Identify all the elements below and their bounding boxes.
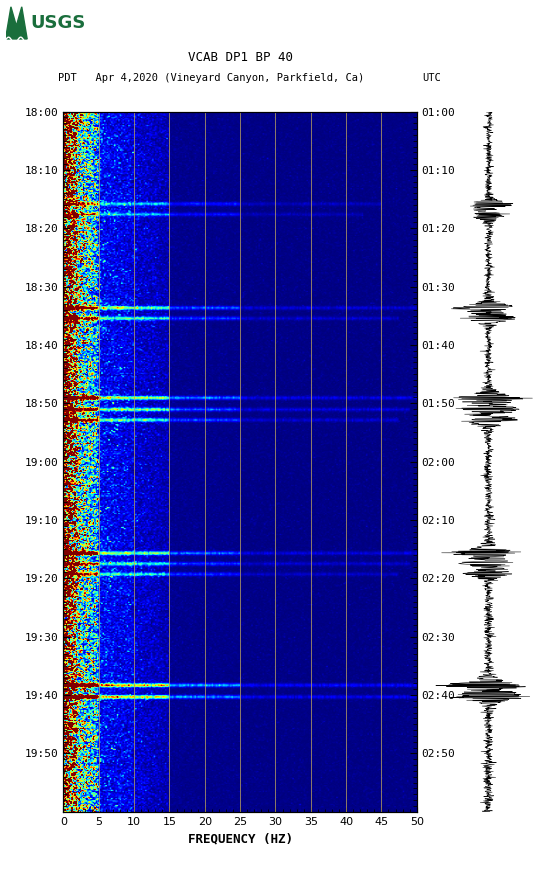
Polygon shape [6, 7, 27, 39]
Text: PDT   Apr 4,2020 (Vineyard Canyon, Parkfield, Ca): PDT Apr 4,2020 (Vineyard Canyon, Parkfie… [58, 73, 364, 84]
Text: VCAB DP1 BP 40: VCAB DP1 BP 40 [188, 52, 293, 64]
X-axis label: FREQUENCY (HZ): FREQUENCY (HZ) [188, 832, 293, 845]
Text: UTC: UTC [422, 73, 441, 84]
Text: USGS: USGS [30, 14, 86, 32]
